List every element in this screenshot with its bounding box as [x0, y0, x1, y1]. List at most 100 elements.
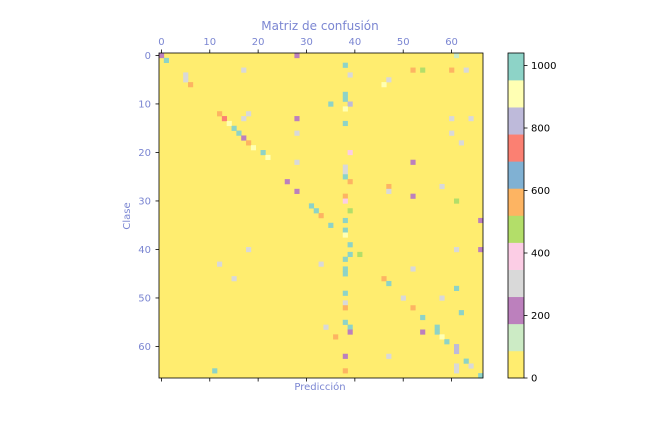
heatmap-cell	[453, 53, 460, 59]
heatmap-cell	[342, 300, 348, 306]
colorbar-segment	[508, 350, 524, 379]
heatmap-cell	[241, 116, 247, 122]
heatmap-cell	[478, 247, 484, 253]
heatmap-cell	[453, 344, 460, 350]
colorbar-tick-label: 1000	[531, 61, 556, 72]
heatmap-cell	[342, 227, 348, 233]
x-tick-label: 20	[252, 37, 265, 48]
heatmap-cell	[357, 251, 363, 258]
heatmap-cell	[342, 290, 348, 296]
y-tick-label: 0	[145, 51, 151, 62]
heatmap-cell	[410, 266, 416, 272]
x-tick-label: 10	[203, 37, 216, 48]
heatmap-cell	[386, 280, 392, 287]
heatmap-cell	[342, 120, 348, 127]
heatmap-cell	[294, 159, 300, 165]
heatmap-cell	[420, 314, 426, 321]
heatmap-cell	[318, 261, 324, 267]
heatmap-cell	[449, 67, 455, 73]
heatmap-cell	[453, 363, 460, 369]
heatmap-cell	[347, 324, 353, 330]
x-tick-label: 40	[348, 37, 361, 48]
colorbar-segment	[508, 269, 524, 298]
heatmap-cell	[342, 271, 348, 277]
heatmap-cell	[308, 203, 315, 209]
heatmap-cell	[410, 159, 416, 165]
heatmap-cell	[241, 135, 247, 141]
heatmap-cell	[323, 324, 329, 330]
heatmap-cell	[284, 179, 290, 185]
heatmap-cell	[347, 208, 353, 214]
heatmap-cell	[434, 329, 440, 335]
heatmap-cell	[342, 266, 348, 272]
heatmap-cell	[342, 96, 348, 102]
colorbar-tick-label: 0	[531, 374, 537, 385]
heatmap-cell	[250, 145, 257, 151]
plot-frame	[158, 52, 484, 379]
heatmap-cell	[333, 334, 339, 340]
colorbar-tick-label: 400	[531, 249, 550, 260]
heatmap-cell	[439, 295, 445, 301]
x-tick-label: 0	[158, 37, 164, 48]
heatmap-cell	[342, 232, 348, 238]
heatmap-cell	[478, 373, 484, 379]
heatmap-cell	[183, 77, 189, 83]
heatmap-cell	[342, 164, 348, 170]
colorbar-segment	[508, 188, 524, 216]
heatmap-cell	[439, 334, 445, 340]
heatmap-cell	[342, 91, 348, 97]
heatmap-cell	[458, 310, 464, 316]
heatmap-cell	[188, 82, 194, 88]
heatmap-cell	[449, 116, 455, 122]
heatmap-cell	[347, 329, 353, 335]
heatmap-cell	[294, 188, 300, 194]
heatmap-cell	[434, 324, 440, 330]
heatmap-cell	[265, 154, 271, 161]
heatmap-cell	[217, 261, 223, 267]
heatmap-cell	[449, 130, 455, 136]
y-tick-label: 10	[138, 99, 151, 110]
colorbar-segment	[508, 53, 524, 81]
heatmap-cell	[294, 130, 300, 136]
heatmap-cell	[410, 67, 416, 73]
heatmap-cell	[410, 193, 416, 199]
heatmap-cell	[342, 198, 348, 204]
y-axis-label: Clase	[122, 202, 133, 229]
y-tick-label: 60	[138, 342, 151, 353]
x-axis-label: Predicción	[294, 381, 345, 393]
heatmap-cell	[342, 174, 348, 180]
heatmap-cell	[386, 183, 392, 190]
heatmap-cell	[347, 101, 353, 107]
heatmap-cell	[468, 116, 474, 122]
heatmap-cell	[386, 77, 392, 83]
colorbar-segment	[508, 323, 524, 352]
x-axis-ticks: 0 10 20 30 40 50 60	[158, 37, 458, 382]
heatmap-cell	[246, 140, 252, 146]
heatmap-cell	[342, 106, 348, 112]
heatmap-grid	[159, 53, 484, 379]
colorbar-segment	[508, 80, 524, 108]
colorbar-segment	[508, 107, 524, 135]
colorbar-tick-label: 600	[531, 186, 550, 197]
colorbar-frame	[507, 52, 525, 379]
heatmap-cell	[386, 353, 392, 359]
heatmap-cell	[163, 57, 169, 63]
x-tick-label: 50	[397, 37, 410, 48]
heatmap-cell	[183, 72, 189, 78]
heatmap-cell	[410, 305, 416, 311]
colorbar-segment	[508, 134, 524, 162]
heatmap-cell	[453, 348, 460, 355]
heatmap-cell	[347, 150, 353, 156]
heatmap-cell	[386, 188, 392, 194]
chart-title: Matriz de confusión	[261, 19, 379, 33]
colorbar-segment	[508, 161, 524, 189]
heatmap-cell	[458, 140, 464, 146]
heatmap-cell	[226, 120, 232, 127]
heatmap-cell	[444, 339, 450, 345]
heatmap-cell	[381, 82, 387, 88]
heatmap-cell	[342, 256, 348, 262]
heatmap-cell	[347, 251, 353, 258]
heatmap-cell	[294, 53, 300, 59]
heatmap-cell	[328, 222, 334, 228]
heatmap-cell	[342, 305, 348, 311]
